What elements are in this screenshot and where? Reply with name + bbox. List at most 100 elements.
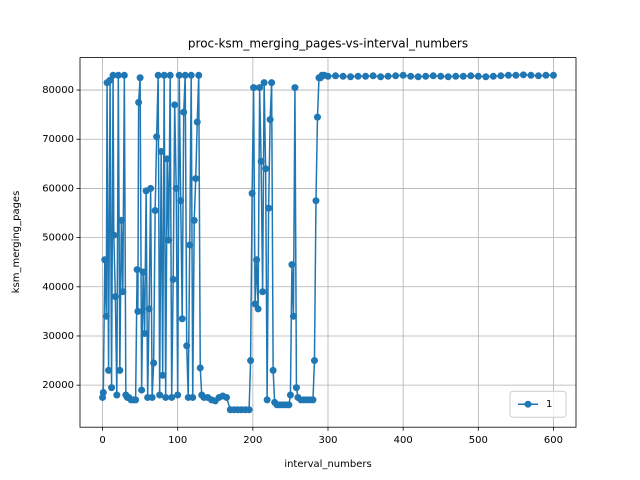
chart-title: proc-ksm_merging_pages-vs-interval_numbe… bbox=[188, 37, 468, 51]
marker bbox=[467, 72, 475, 80]
marker bbox=[534, 72, 542, 80]
marker bbox=[259, 288, 267, 296]
marker bbox=[262, 165, 270, 173]
marker bbox=[109, 71, 117, 79]
marker bbox=[101, 256, 109, 264]
marker bbox=[172, 184, 180, 192]
marker bbox=[141, 330, 149, 338]
marker bbox=[162, 393, 170, 401]
marker bbox=[339, 72, 347, 80]
marker bbox=[154, 71, 162, 79]
marker bbox=[113, 391, 121, 399]
marker bbox=[291, 84, 299, 92]
marker bbox=[110, 231, 118, 239]
y-tick-label: 40000 bbox=[42, 282, 74, 293]
marker bbox=[407, 72, 415, 80]
x-axis-label: interval_numbers bbox=[284, 459, 371, 470]
marker bbox=[133, 266, 141, 274]
marker bbox=[139, 268, 147, 276]
marker bbox=[377, 73, 385, 81]
marker bbox=[292, 384, 300, 392]
marker bbox=[151, 207, 159, 215]
marker bbox=[180, 108, 188, 116]
marker bbox=[99, 389, 107, 397]
marker bbox=[452, 72, 460, 80]
marker bbox=[163, 155, 171, 163]
marker bbox=[263, 396, 271, 404]
marker bbox=[285, 401, 293, 409]
x-tick-label: 600 bbox=[544, 435, 563, 446]
marker bbox=[474, 72, 482, 80]
marker bbox=[414, 73, 422, 81]
marker bbox=[189, 393, 197, 401]
marker bbox=[195, 71, 203, 79]
marker bbox=[181, 71, 189, 79]
marker bbox=[174, 391, 182, 399]
marker bbox=[138, 386, 146, 394]
marker bbox=[542, 71, 550, 79]
marker bbox=[168, 393, 176, 401]
marker bbox=[135, 98, 143, 106]
marker bbox=[310, 357, 318, 365]
marker bbox=[260, 79, 268, 87]
marker bbox=[497, 72, 505, 80]
marker bbox=[160, 71, 168, 79]
marker bbox=[145, 305, 153, 313]
marker bbox=[165, 236, 173, 244]
marker bbox=[332, 72, 340, 80]
marker bbox=[175, 71, 183, 79]
marker bbox=[148, 393, 156, 401]
marker bbox=[190, 216, 198, 224]
marker bbox=[459, 72, 467, 80]
marker bbox=[362, 72, 370, 80]
marker bbox=[196, 364, 204, 372]
marker bbox=[504, 71, 512, 79]
marker bbox=[257, 157, 265, 165]
marker bbox=[111, 293, 119, 301]
x-tick-label: 400 bbox=[394, 435, 413, 446]
marker bbox=[245, 406, 253, 414]
y-tick-label: 30000 bbox=[42, 331, 74, 342]
marker bbox=[269, 366, 277, 374]
marker bbox=[132, 396, 140, 404]
marker bbox=[369, 72, 377, 80]
x-tick-label: 0 bbox=[99, 435, 105, 446]
marker bbox=[116, 366, 124, 374]
marker bbox=[429, 72, 437, 80]
marker bbox=[177, 197, 185, 205]
marker bbox=[399, 71, 407, 79]
marker bbox=[286, 391, 294, 399]
marker bbox=[134, 307, 142, 315]
marker bbox=[482, 73, 490, 81]
marker bbox=[147, 184, 155, 192]
marker bbox=[444, 73, 452, 81]
marker bbox=[119, 288, 127, 296]
marker bbox=[136, 74, 144, 82]
marker bbox=[248, 189, 256, 197]
marker bbox=[256, 84, 264, 92]
marker bbox=[150, 359, 158, 367]
y-axis-label: ksm_merging_pages bbox=[11, 191, 22, 294]
marker bbox=[108, 384, 116, 392]
marker bbox=[166, 71, 174, 79]
marker bbox=[437, 72, 445, 80]
marker bbox=[519, 71, 527, 79]
y-tick-label: 20000 bbox=[42, 380, 74, 391]
marker bbox=[117, 216, 125, 224]
plot-frame bbox=[79, 57, 577, 428]
marker bbox=[422, 72, 430, 80]
marker bbox=[247, 357, 255, 365]
marker bbox=[253, 256, 261, 264]
marker bbox=[169, 275, 177, 283]
marker bbox=[187, 71, 195, 79]
marker bbox=[153, 133, 161, 141]
legend-label: 1 bbox=[546, 399, 552, 410]
y-tick-label: 60000 bbox=[42, 183, 74, 194]
x-tick-label: 200 bbox=[243, 435, 262, 446]
marker bbox=[266, 116, 274, 124]
marker bbox=[186, 241, 194, 249]
marker bbox=[254, 305, 262, 313]
marker bbox=[157, 148, 165, 156]
marker bbox=[268, 79, 276, 87]
